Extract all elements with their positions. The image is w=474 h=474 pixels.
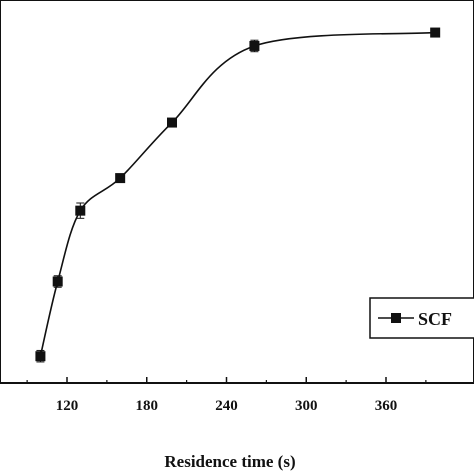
data-point-1: [52, 276, 63, 287]
legend-marker: [391, 313, 401, 323]
x-tick-label-3: 300: [295, 398, 318, 414]
x-tick-label-0: 120: [56, 398, 79, 414]
x-tick-label-4: 360: [375, 398, 398, 414]
data-point-3: [115, 173, 126, 184]
x-axis-title: Residence time (s): [164, 452, 295, 471]
plot-frame: [0, 0, 474, 384]
data-point-6: [430, 27, 441, 38]
x-tick-label-2: 240: [215, 398, 238, 414]
data-point-4: [167, 117, 178, 128]
data-point-0: [35, 351, 46, 362]
data-point-5: [249, 40, 260, 51]
series-markers: [35, 27, 441, 362]
data-point-2: [75, 205, 86, 216]
x-tick-label-1: 180: [136, 398, 159, 414]
legend: SCF: [369, 297, 474, 339]
legend-label: SCF: [418, 309, 452, 329]
x-axis: 120 180 240 300 360: [26, 377, 427, 414]
